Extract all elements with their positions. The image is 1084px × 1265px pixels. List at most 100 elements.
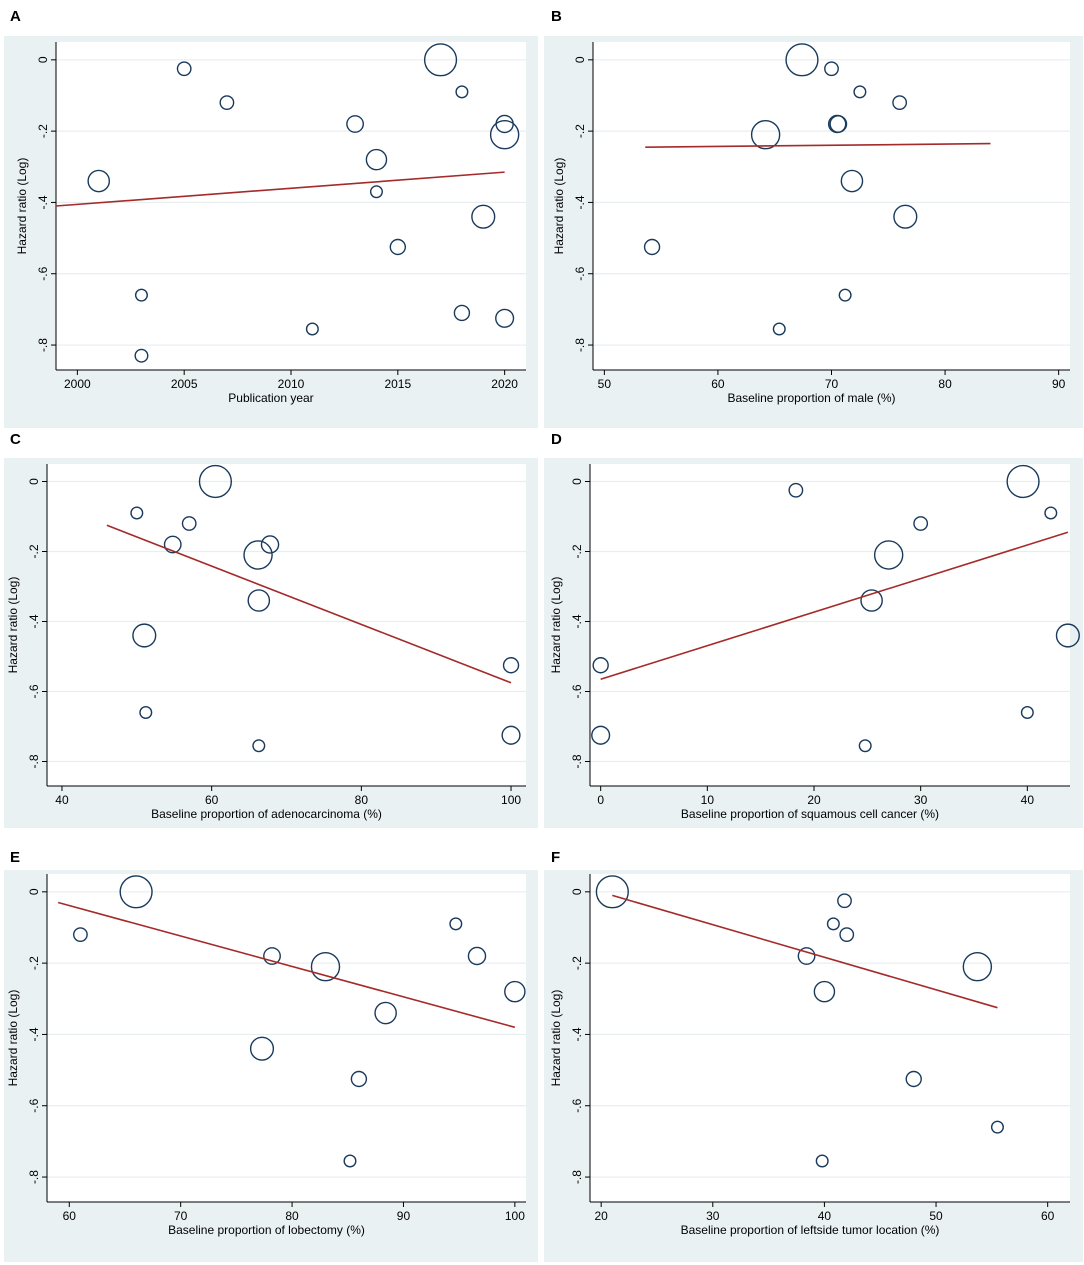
y-tick-label: -.2 [573, 124, 587, 138]
x-axis-title: Baseline proportion of male (%) [727, 391, 895, 405]
y-tick-label: 0 [27, 888, 41, 895]
data-point [750, 119, 781, 150]
x-tick-label: 40 [55, 793, 69, 807]
x-tick-label: 40 [818, 1209, 832, 1223]
y-tick-label: -.2 [570, 956, 584, 970]
panel-letter: A [10, 8, 21, 25]
data-point [467, 946, 487, 966]
data-point [119, 875, 153, 909]
x-tick-label: 20 [807, 793, 821, 807]
y-tick-label: -.6 [27, 1098, 41, 1112]
y-tick-label: -.8 [27, 754, 41, 768]
data-point [772, 322, 786, 336]
x-tick-label: 60 [63, 1209, 77, 1223]
panel-letter: B [551, 8, 562, 25]
panel-f: F 0 -.2 -.4 -.6 -.8 20 30 40 50 60 Baseline proport… [544, 849, 1083, 1262]
data-point [449, 917, 463, 931]
data-point [369, 185, 383, 199]
y-tick-label: -.4 [27, 614, 41, 628]
x-tick-label: 30 [706, 1209, 720, 1223]
data-point [198, 464, 233, 499]
x-tick-label: 2005 [171, 377, 198, 391]
fit-line [612, 894, 998, 1009]
data-point [181, 516, 197, 531]
y-axis-title: Hazard ratio (Log) [6, 577, 20, 674]
data-point [73, 927, 88, 943]
x-tick-label: 60 [205, 793, 219, 807]
y-axis-title: Hazard ratio (Log) [549, 990, 563, 1087]
data-point [252, 739, 266, 753]
y-tick-label: -.6 [570, 684, 584, 698]
y-axis-title: Hazard ratio (Log) [549, 577, 563, 674]
plot-area [47, 464, 526, 786]
data-point [858, 739, 872, 753]
data-point [471, 204, 496, 229]
x-tick-label: 2010 [278, 377, 305, 391]
x-axis-title: Publication year [228, 391, 313, 405]
data-point [249, 1036, 275, 1061]
data-point [643, 238, 661, 256]
data-point [263, 947, 281, 965]
data-point [962, 951, 993, 982]
data-point [502, 657, 520, 674]
x-tick-label: 10 [701, 793, 715, 807]
data-point [837, 893, 852, 909]
data-point [343, 1154, 357, 1168]
plot-area [593, 42, 1070, 370]
x-tick-label: 2000 [64, 377, 91, 391]
data-point [860, 589, 883, 612]
data-point [87, 169, 111, 193]
data-point [1006, 464, 1040, 499]
y-tick-label: -.8 [36, 338, 50, 352]
data-point [905, 1070, 922, 1088]
data-point [592, 657, 609, 674]
x-tick-label: 60 [1041, 1209, 1055, 1223]
data-point [824, 61, 839, 77]
x-axis-title: Baseline proportion of lobectomy (%) [168, 1223, 365, 1237]
data-point [423, 43, 458, 77]
y-tick-label: 0 [36, 56, 50, 63]
x-tick-label: 80 [938, 377, 952, 391]
x-tick-label: 2020 [491, 377, 518, 391]
x-tick-label: 30 [914, 793, 928, 807]
data-point [838, 288, 852, 302]
data-point [813, 980, 836, 1003]
y-tick-label: -.8 [573, 338, 587, 352]
fit-line [645, 142, 991, 148]
fit-line [57, 901, 516, 1029]
data-point [350, 1070, 368, 1088]
y-tick-label: -.4 [570, 1027, 584, 1041]
x-tick-label: 50 [929, 1209, 943, 1223]
x-tick-label: 80 [285, 1209, 299, 1223]
data-point [453, 304, 471, 322]
data-point [132, 623, 157, 648]
x-tick-label: 100 [501, 793, 521, 807]
data-point [815, 1154, 829, 1168]
x-axis-title: Baseline proportion of squamous cell can… [681, 807, 939, 821]
data-point [134, 288, 148, 302]
data-point [892, 95, 908, 111]
data-point [389, 238, 407, 256]
x-tick-label: 90 [397, 1209, 411, 1223]
data-point [346, 115, 365, 133]
data-point [853, 85, 867, 99]
fit-line [55, 171, 505, 207]
x-tick-label: 60 [711, 377, 725, 391]
x-tick-label: 0 [597, 793, 604, 807]
y-tick-label: -.2 [27, 544, 41, 558]
data-point [504, 980, 526, 1003]
data-point [501, 725, 521, 745]
y-tick-label: -.4 [36, 195, 50, 209]
data-point [839, 927, 855, 943]
y-tick-label: -.8 [570, 754, 584, 768]
y-tick-label: -.6 [27, 684, 41, 698]
y-tick-label: -.4 [27, 1027, 41, 1041]
data-point [489, 119, 520, 150]
panel-letter: E [10, 849, 20, 866]
data-point [873, 540, 904, 570]
data-point [829, 115, 848, 133]
data-point [374, 1001, 397, 1025]
data-point [247, 589, 271, 612]
data-point [1055, 623, 1080, 648]
